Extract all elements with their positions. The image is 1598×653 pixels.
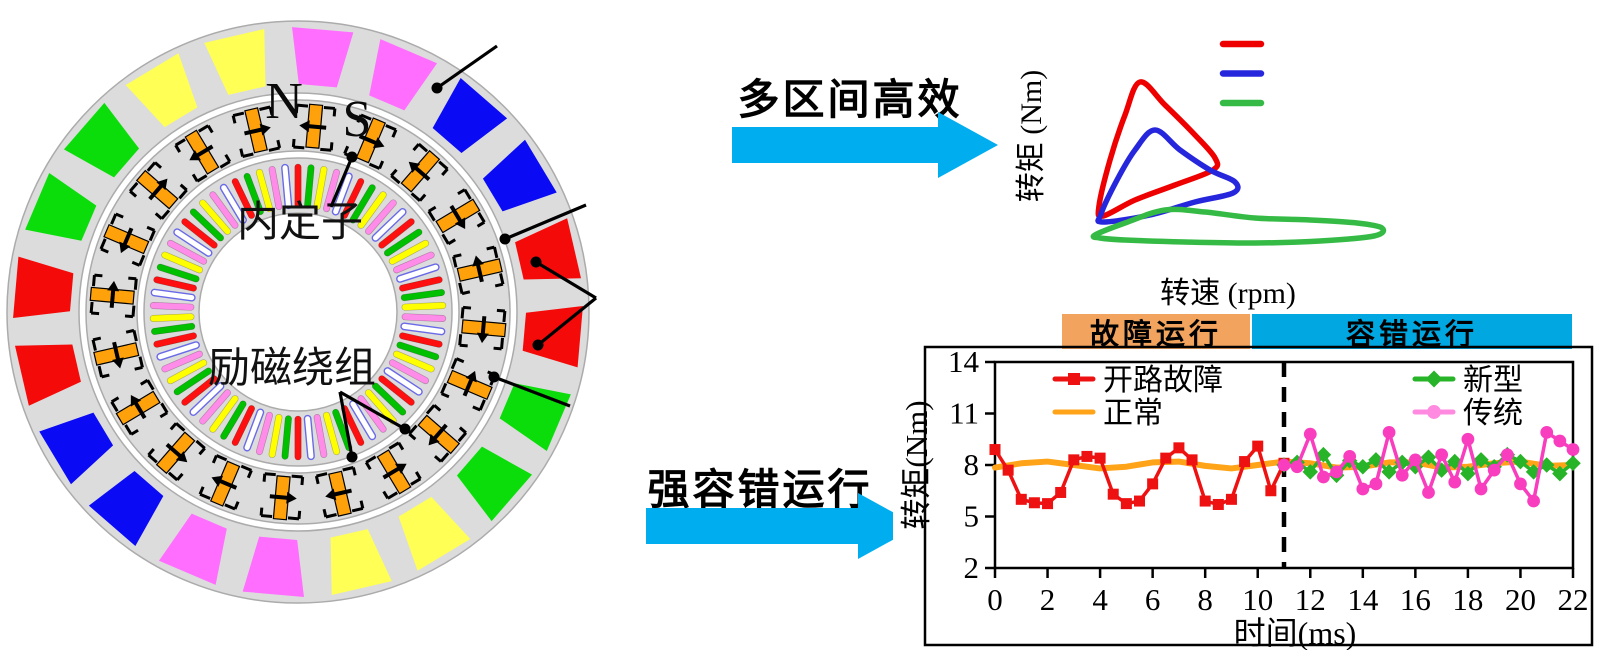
magnet xyxy=(89,273,138,319)
y-axis-title: 转矩(Nm) xyxy=(899,400,934,529)
outer-winding-coil xyxy=(15,344,81,406)
panel-border xyxy=(923,345,1594,647)
outer-winding-coil xyxy=(125,53,198,128)
magnet xyxy=(314,466,365,519)
outer-winding-coil xyxy=(88,470,164,547)
outer-winding-coil xyxy=(369,39,438,111)
legend-label: 传统 xyxy=(1463,397,1523,430)
legend-label: 正常 xyxy=(1103,397,1163,430)
outer-winding-coil xyxy=(482,139,557,212)
legend-item-open-fault-line: 开路故障 xyxy=(1052,364,1223,397)
magnet xyxy=(440,357,497,412)
magnet xyxy=(452,245,505,296)
inner-stator-label: 内定子 xyxy=(237,199,363,246)
magnet xyxy=(99,212,156,267)
x-tick-label: 2 xyxy=(1040,582,1056,617)
x-tick-label: 22 xyxy=(1558,582,1589,617)
bottom-flow-arrow-body xyxy=(646,508,858,544)
outer-windings xyxy=(13,27,583,597)
outer-winding-coil xyxy=(292,27,354,88)
y-tick-label: 14 xyxy=(948,344,980,379)
legend-item-normal-line: 正常 xyxy=(1052,397,1163,430)
legend-item-new-type-line: 新型 xyxy=(1412,364,1523,397)
magnet xyxy=(259,472,305,521)
fault-tolerant-operation-label: 强容错运行 xyxy=(647,468,873,514)
outer-winding-coil xyxy=(63,102,140,178)
magnet xyxy=(291,103,337,152)
efficiency-map-chart xyxy=(1090,40,1387,246)
x-tick-label: 8 xyxy=(1197,582,1213,617)
rotor-magnets xyxy=(89,103,507,521)
efficiency-y-axis-label: 转矩 (Nm) xyxy=(1005,28,1051,243)
x-tick-label: 6 xyxy=(1145,582,1161,617)
pole-label-n: N xyxy=(265,73,303,130)
x-tick-label: 18 xyxy=(1452,582,1483,617)
x-tick-label: 16 xyxy=(1400,582,1431,617)
legend-label: 新型 xyxy=(1463,364,1523,397)
outer-winding-coil xyxy=(158,513,227,585)
y-tick-label: 2 xyxy=(964,550,980,585)
magnet xyxy=(231,105,282,158)
magnet xyxy=(147,422,206,482)
outer-winding-coil xyxy=(204,29,266,95)
excitation-winding-label: 励磁绕组 xyxy=(208,346,376,392)
y-tick-label: 8 xyxy=(964,447,980,482)
magnet xyxy=(198,454,253,511)
outer-winding-coil xyxy=(39,412,114,485)
outer-winding-coil xyxy=(242,536,304,597)
efficiency-contour-green-contour xyxy=(1090,206,1387,246)
magnet xyxy=(128,161,188,220)
magnet xyxy=(91,328,144,379)
outer-winding-coil xyxy=(432,77,508,154)
top-flow-arrow-head-icon xyxy=(938,112,998,178)
operating-point-marker xyxy=(1182,184,1194,196)
callout-lines xyxy=(329,44,598,463)
outer-winding-coil xyxy=(456,446,533,522)
x-tick-label: 0 xyxy=(987,582,1003,617)
magnet xyxy=(110,378,169,436)
outer-winding-coil xyxy=(13,256,74,318)
x-axis-title: 时间(ms) xyxy=(1234,615,1357,650)
x-tick-label: 12 xyxy=(1295,582,1326,617)
magnet xyxy=(174,124,232,183)
magnet xyxy=(390,142,449,202)
magnet xyxy=(458,305,507,351)
x-tick-label: 10 xyxy=(1242,582,1273,617)
efficiency-x-axis-label: 转速 (rpm) xyxy=(1116,271,1340,310)
x-tick-label: 14 xyxy=(1347,582,1379,617)
outer-winding-coil xyxy=(398,496,471,571)
tolerant-operation-banner: 容错运行 xyxy=(1252,314,1572,351)
y-tick-label: 5 xyxy=(964,499,980,534)
legend-item-traditional-line: 传统 xyxy=(1412,397,1523,430)
fault-operation-banner: 故障运行 xyxy=(1062,314,1250,351)
magnet xyxy=(364,441,422,500)
inner-stator-slots xyxy=(149,163,447,461)
y-tick-label: 11 xyxy=(949,396,979,431)
top-flow-arrow-body xyxy=(732,127,938,163)
x-tick-label: 20 xyxy=(1505,582,1536,617)
magnet xyxy=(408,404,468,463)
outer-winding-coil xyxy=(25,172,97,241)
magnet xyxy=(343,113,398,170)
legend-label: 开路故障 xyxy=(1103,364,1223,397)
magnet xyxy=(427,188,486,246)
multi-range-efficiency-label: 多区间高效 xyxy=(737,78,963,124)
pole-label-s: S xyxy=(343,91,372,148)
series-traditional-line xyxy=(1277,426,1580,508)
series-open-fault-line xyxy=(989,440,1290,510)
outer-winding-coil xyxy=(330,529,392,595)
efficiency-contour-red-contour xyxy=(1095,79,1221,219)
x-tick-label: 4 xyxy=(1092,582,1108,617)
